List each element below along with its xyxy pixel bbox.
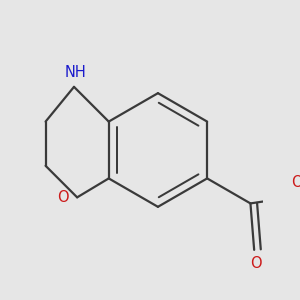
Text: O: O — [291, 175, 300, 190]
Text: NH: NH — [65, 65, 86, 80]
Text: O: O — [57, 190, 68, 205]
Text: O: O — [250, 256, 262, 271]
